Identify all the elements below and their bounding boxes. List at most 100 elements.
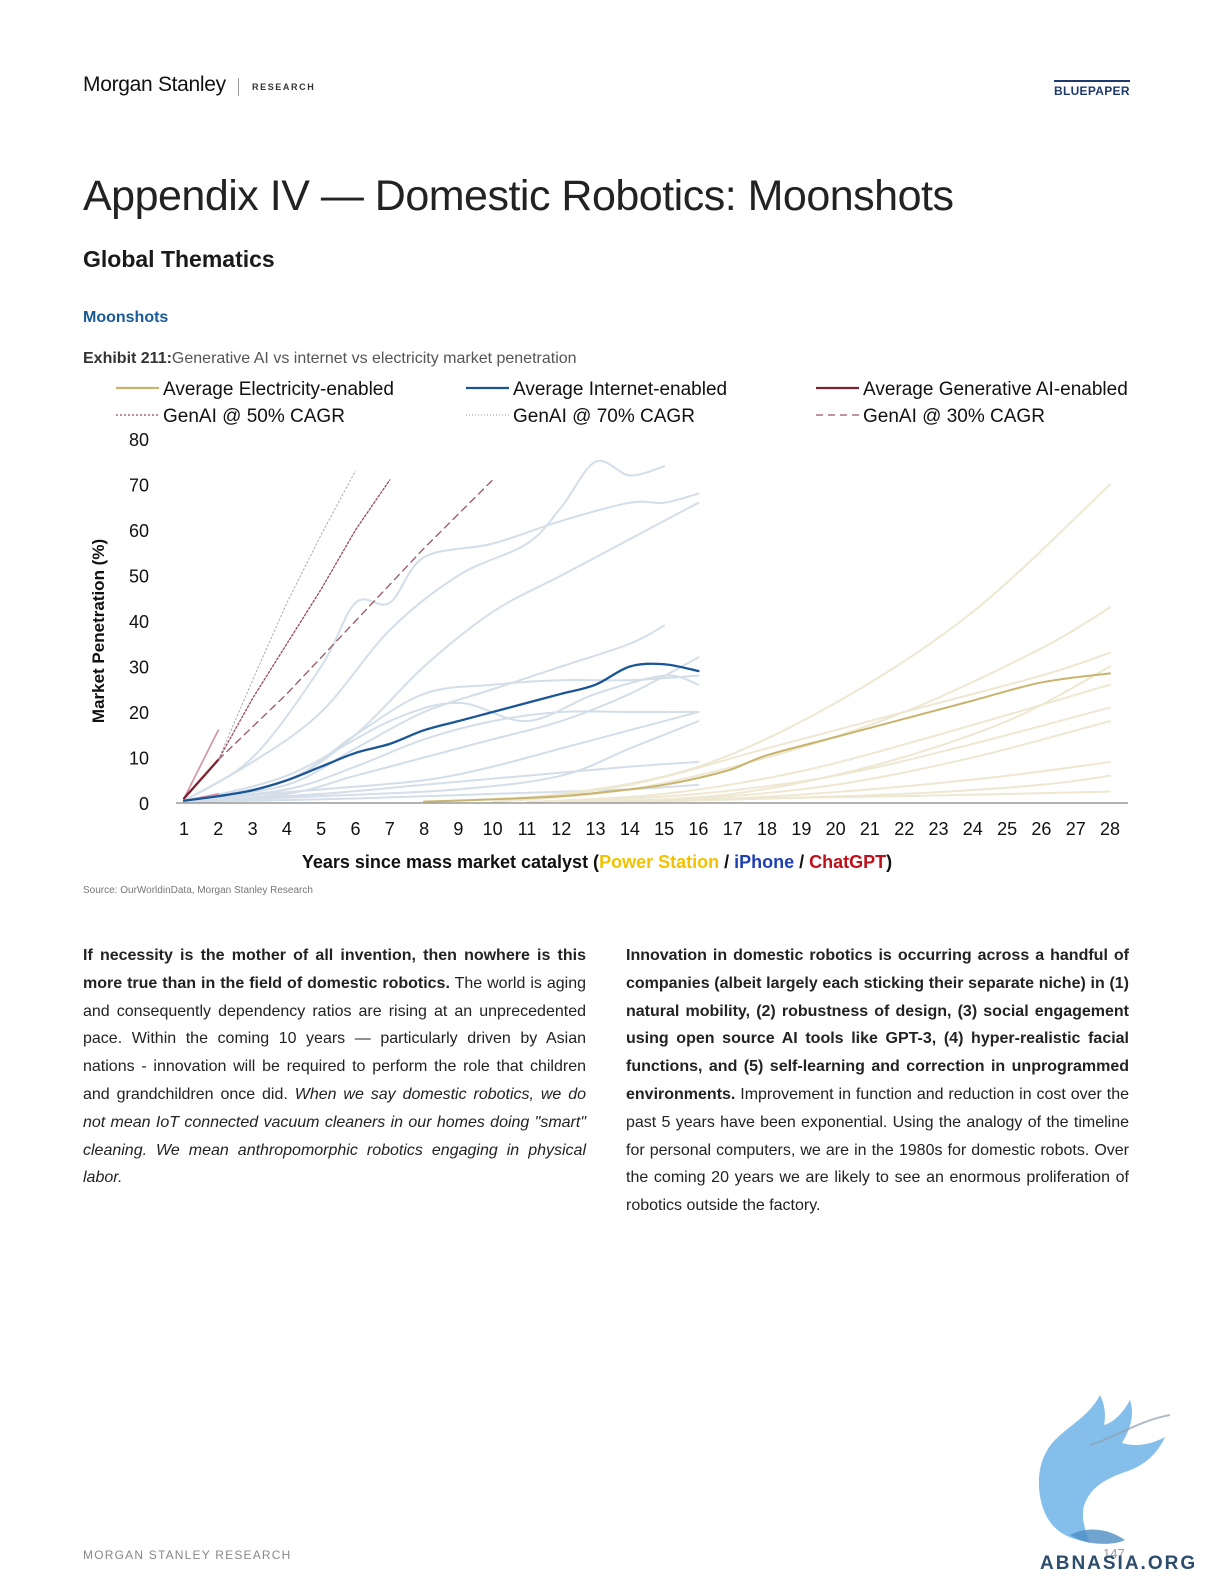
page-subtitle: Global Thematics — [83, 246, 275, 272]
x-label-part-2: Power Station — [599, 852, 719, 872]
y-tick-0: 0 — [139, 794, 149, 814]
y-tick-10: 10 — [129, 749, 149, 769]
series-line-2 — [182, 662, 700, 802]
background-line-internet-6 — [183, 710, 700, 802]
x-tick-19: 19 — [791, 819, 811, 839]
watermark-text: ABNASIA.ORG — [1040, 1553, 1198, 1574]
x-tick-22: 22 — [894, 819, 914, 839]
page-title: Appendix IV — Domestic Robotics: Moonsho… — [83, 172, 954, 220]
background-line-internet-12 — [183, 720, 700, 804]
x-tick-13: 13 — [586, 819, 606, 839]
griffin-watermark-icon — [1038, 1395, 1171, 1544]
x-tick-26: 26 — [1031, 819, 1051, 839]
exhibit-title: Generative AI vs internet vs electricity… — [171, 350, 577, 367]
x-label-part-6: ChatGPT — [809, 852, 886, 872]
background-line-internet-7 — [183, 656, 700, 802]
x-tick-16: 16 — [688, 819, 708, 839]
x-tick-24: 24 — [963, 819, 983, 839]
footer-label: MORGAN STANLEY RESEARCH — [83, 1548, 292, 1562]
col1-text: The world is aging and consequently depe… — [83, 974, 587, 1103]
bluepaper-label: BLUEPAPER — [1054, 80, 1130, 98]
x-tick-17: 17 — [723, 819, 743, 839]
legend-entry-3: Average Generative AI-enabled — [863, 379, 1128, 400]
exhibit-label: Exhibit 211: — [83, 350, 172, 367]
body-column-right: Innovation in domestic robotics is occur… — [626, 942, 1129, 1220]
x-label-part-7: ) — [886, 852, 892, 872]
x-label-part-3: / — [719, 852, 734, 872]
main-series — [182, 470, 1111, 803]
y-tick-60: 60 — [129, 521, 149, 541]
legend-entry-6: GenAI @ 30% CAGR — [863, 406, 1045, 427]
legend-entry-4: GenAI @ 50% CAGR — [163, 406, 345, 427]
x-tick-5: 5 — [316, 819, 326, 839]
brand-logo: Morgan Stanley — [83, 73, 226, 96]
y-tick-50: 50 — [129, 567, 149, 587]
background-line-electricity-16 — [525, 683, 1111, 804]
background-line-genai-23 — [183, 729, 220, 800]
x-tick-12: 12 — [551, 819, 571, 839]
x-tick-11: 11 — [518, 819, 537, 839]
x-tick-21: 21 — [860, 819, 880, 839]
series-line-5 — [217, 470, 356, 761]
series-line-6 — [217, 479, 494, 761]
x-label-part-4: iPhone — [734, 852, 794, 872]
research-label: RESEARCH — [252, 82, 316, 92]
background-line-electricity-15 — [491, 651, 1111, 804]
x-tick-1: 1 — [179, 819, 189, 839]
y-axis-ticks: 0 10 20 30 40 50 60 70 80 — [129, 430, 149, 814]
background-line-internet-5 — [183, 624, 666, 802]
chart-source: Source: OurWorldinData, Morgan Stanley R… — [83, 885, 313, 896]
background-line-internet-9 — [183, 761, 700, 803]
y-axis-label: Market Penetration (%) — [89, 539, 108, 723]
x-tick-9: 9 — [453, 819, 463, 839]
x-axis-ticks: 1 2 3 4 5 6 7 8 9 10 11 12 13 14 15 16 17 18 19 20 21 22 23 24 2… — [179, 819, 1120, 839]
x-tick-2: 2 — [213, 819, 223, 839]
chart-legend: Average Electricity-enabled Average Inter… — [116, 379, 1128, 427]
x-tick-4: 4 — [282, 819, 292, 839]
background-line-internet-2 — [183, 459, 666, 802]
background-line-electricity-14 — [491, 606, 1111, 804]
background-line-internet-1 — [183, 492, 700, 802]
x-tick-14: 14 — [620, 819, 640, 839]
background-line-internet-8 — [183, 711, 700, 802]
background-line-electricity-21 — [628, 790, 1111, 804]
series-line-4 — [217, 479, 391, 761]
background-line-electricity-18 — [560, 720, 1111, 804]
x-tick-8: 8 — [419, 819, 429, 839]
col2-text: Improvement in function and reduction in… — [626, 1085, 1129, 1215]
x-tick-18: 18 — [757, 819, 777, 839]
x-tick-20: 20 — [826, 819, 846, 839]
x-tick-10: 10 — [483, 819, 503, 839]
x-tick-28: 28 — [1100, 819, 1120, 839]
y-tick-20: 20 — [129, 703, 149, 723]
x-label-part-1: Years since mass market catalyst ( — [302, 852, 599, 872]
x-tick-25: 25 — [997, 819, 1017, 839]
x-tick-6: 6 — [350, 819, 360, 839]
background-series — [183, 459, 1111, 804]
col2-lead: Innovation in domestic robotics is occur… — [626, 947, 1129, 1103]
col1-lead: If necessity is the mother of all invent… — [83, 947, 586, 992]
x-tick-7: 7 — [385, 819, 395, 839]
section-heading: Moonshots — [83, 309, 169, 326]
series-line-1 — [423, 672, 1111, 803]
background-line-electricity-22 — [594, 665, 1111, 804]
col1-italic: When we say domestic robotics, we do not… — [83, 1085, 587, 1187]
legend-entry-2: Average Internet-enabled — [513, 379, 727, 400]
y-tick-70: 70 — [129, 476, 149, 496]
body-column-left: If necessity is the mother of all invent… — [83, 942, 586, 1192]
page-number: 147 — [1103, 1546, 1125, 1561]
x-tick-23: 23 — [929, 819, 949, 839]
x-tick-15: 15 — [654, 819, 674, 839]
penetration-chart: Average Electricity-enabled Average Inter… — [89, 379, 1128, 872]
y-tick-30: 30 — [129, 658, 149, 678]
x-tick-3: 3 — [248, 819, 258, 839]
header-divider — [238, 78, 239, 96]
series-line-3 — [182, 758, 220, 800]
x-label-part-5: / — [794, 852, 809, 872]
legend-entry-1: Average Electricity-enabled — [163, 379, 394, 400]
x-axis-label: Years since mass market catalyst (Power … — [302, 852, 892, 872]
x-tick-27: 27 — [1066, 819, 1086, 839]
y-tick-40: 40 — [129, 612, 149, 632]
legend-entry-5: GenAI @ 70% CAGR — [513, 406, 695, 427]
background-line-internet-4 — [183, 674, 700, 802]
